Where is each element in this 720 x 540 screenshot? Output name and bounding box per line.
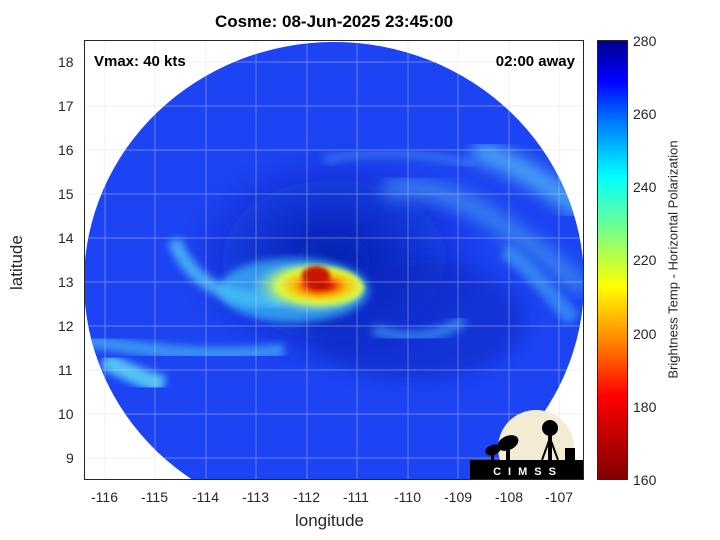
y-tick: 11 xyxy=(58,362,73,378)
colorbar-tick: 280 xyxy=(633,33,657,49)
colorbar-tick: 260 xyxy=(633,106,657,122)
x-axis-label: longitude xyxy=(295,511,365,530)
x-tick: -116 xyxy=(91,489,118,505)
y-tick: 12 xyxy=(58,318,74,334)
y-tick: 14 xyxy=(58,230,74,246)
colorbar-tick: 220 xyxy=(633,252,657,268)
colorbar-tick: 180 xyxy=(633,399,657,415)
map-plot-area[interactable]: CIMSS Vmax: 40 kts 02:00 away xyxy=(84,40,584,480)
colorbar-tick: 200 xyxy=(633,326,657,342)
y-tick: 15 xyxy=(58,186,74,202)
y-tick: 13 xyxy=(58,274,74,290)
x-tick: -113 xyxy=(242,489,269,505)
vmax-label: Vmax: 40 kts xyxy=(94,53,186,70)
x-tick: -107 xyxy=(545,489,574,505)
y-tick: 10 xyxy=(58,406,74,422)
colorbar-label: Brightness Temp - Horizontal Polarizatio… xyxy=(665,140,681,379)
x-tick: -108 xyxy=(495,489,524,505)
cimss-logo-text: CIMSS xyxy=(493,466,563,478)
colorbar-tick: 160 xyxy=(633,472,657,488)
colorbar xyxy=(597,40,628,480)
y-tick: 16 xyxy=(58,142,74,158)
plot-title: Cosme: 08-Jun-2025 23:45:00 xyxy=(214,12,454,31)
cimss-logo xyxy=(470,410,584,480)
x-tick: -114 xyxy=(192,489,219,505)
x-tick: -112 xyxy=(293,489,320,505)
y-tick: 17 xyxy=(58,98,74,114)
x-tick: -110 xyxy=(394,489,421,505)
x-tick: -115 xyxy=(141,489,168,505)
y-tick: 9 xyxy=(66,450,74,466)
x-tick: -111 xyxy=(343,489,369,505)
y-axis-label: latitude xyxy=(7,235,26,290)
colorbar-tick: 240 xyxy=(633,179,657,195)
microwave-swath-image xyxy=(84,40,584,480)
x-tick: -109 xyxy=(444,489,473,505)
y-tick: 18 xyxy=(58,54,74,70)
time-away-label: 02:00 away xyxy=(495,53,575,70)
